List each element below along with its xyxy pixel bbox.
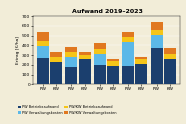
- Bar: [135, 64, 147, 84]
- Bar: [150, 22, 163, 30]
- Bar: [94, 49, 106, 54]
- Bar: [65, 67, 77, 84]
- Bar: [150, 35, 163, 48]
- Bar: [135, 57, 147, 60]
- Bar: [150, 30, 163, 35]
- Bar: [37, 46, 49, 58]
- Bar: [94, 54, 106, 65]
- Bar: [37, 58, 49, 84]
- Bar: [122, 42, 134, 66]
- Bar: [122, 37, 134, 42]
- Bar: [65, 52, 77, 57]
- Bar: [107, 66, 119, 84]
- Legend: PW Betriebsaufwand, PW Verwaltungskosten, PW/KW Betriebsaufwand, PW/KW Verwaltun: PW Betriebsaufwand, PW Verwaltungskosten…: [18, 105, 116, 115]
- Bar: [50, 52, 62, 57]
- Bar: [164, 59, 176, 84]
- Bar: [65, 57, 77, 67]
- Bar: [164, 54, 176, 59]
- Bar: [94, 43, 106, 49]
- Bar: [107, 61, 119, 66]
- Title: Aufwand 2019–2023: Aufwand 2019–2023: [71, 9, 142, 14]
- Bar: [122, 66, 134, 84]
- Bar: [50, 62, 62, 84]
- Bar: [122, 32, 134, 37]
- Bar: [135, 60, 147, 64]
- Bar: [164, 48, 176, 54]
- Bar: [37, 32, 49, 41]
- Bar: [78, 59, 91, 84]
- Y-axis label: Ertrag [€/ha]: Ertrag [€/ha]: [16, 36, 20, 64]
- Bar: [78, 52, 91, 55]
- Bar: [50, 57, 62, 62]
- Bar: [94, 65, 106, 84]
- Bar: [78, 55, 91, 59]
- Bar: [65, 47, 77, 52]
- Bar: [150, 48, 163, 84]
- Bar: [107, 59, 119, 61]
- Bar: [37, 41, 49, 46]
